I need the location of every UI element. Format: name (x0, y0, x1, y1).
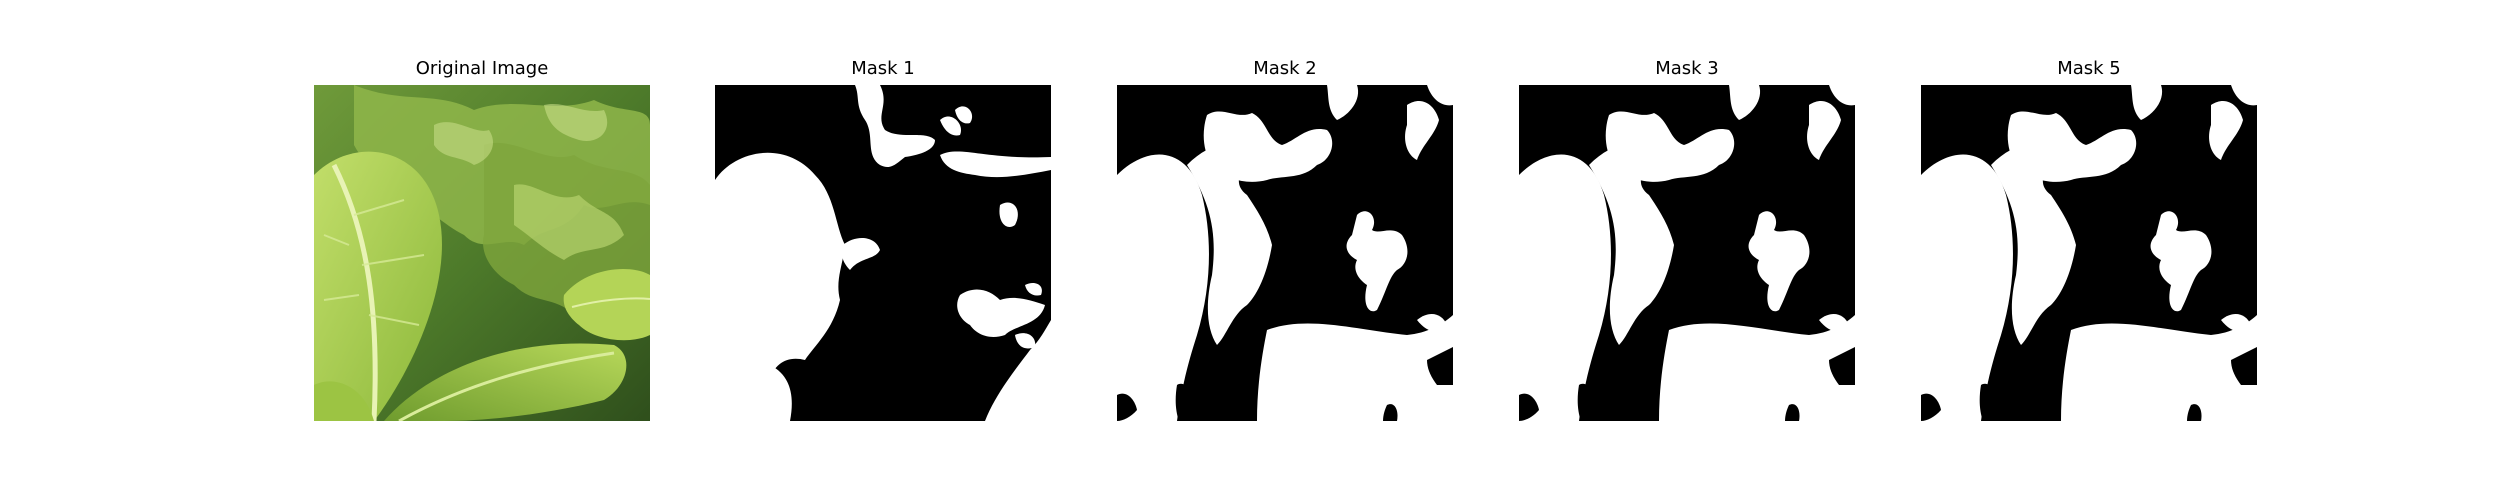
panel-title: Mask 2 (1253, 58, 1317, 79)
mask-image (715, 85, 1051, 421)
panel-title: Mask 1 (851, 58, 915, 79)
panel-title: Mask 3 (1655, 58, 1719, 79)
mask-image (1519, 85, 1855, 421)
mask-image (1921, 85, 2257, 421)
panel-title: Original Image (415, 58, 549, 79)
leaf-photo (314, 85, 650, 421)
panel-title: Mask 5 (2057, 58, 2121, 79)
mask-image (1117, 85, 1453, 421)
